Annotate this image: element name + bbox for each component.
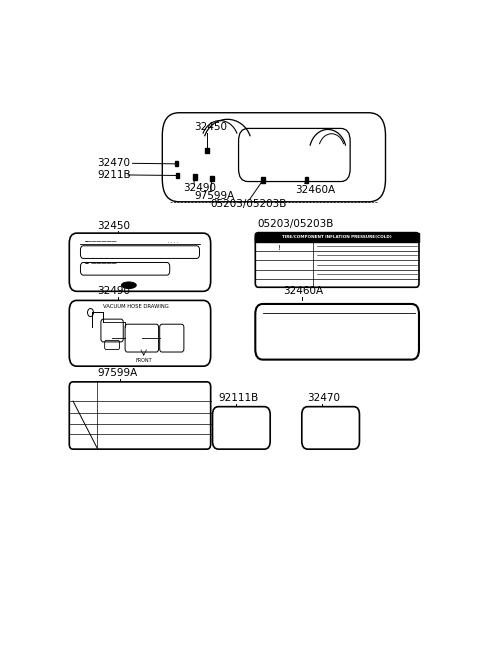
Text: 32460A: 32460A <box>295 185 335 195</box>
Bar <box>176 173 180 178</box>
Text: FRONT: FRONT <box>135 358 152 363</box>
Text: VACUUM HOSE DRAWING: VACUUM HOSE DRAWING <box>103 304 168 309</box>
Bar <box>210 176 214 181</box>
Text: TIRE/COMPONENT INFLATION PRESSURE(COLD): TIRE/COMPONENT INFLATION PRESSURE(COLD) <box>282 235 392 239</box>
Text: 05203/05203B: 05203/05203B <box>257 219 334 229</box>
Bar <box>255 233 419 242</box>
Text: 97599A: 97599A <box>194 191 234 200</box>
Text: 32470: 32470 <box>97 158 130 168</box>
Text: ─────────────: ───────────── <box>84 240 116 244</box>
Text: 32490: 32490 <box>183 183 216 193</box>
Bar <box>175 162 178 166</box>
Text: ──  ──────────: ── ────────── <box>84 262 116 266</box>
Bar <box>205 148 209 153</box>
Text: 32450: 32450 <box>97 221 130 231</box>
Text: 05203/05203B: 05203/05203B <box>211 198 287 209</box>
Text: 9211B: 9211B <box>97 170 131 180</box>
Text: 32460A: 32460A <box>283 286 324 296</box>
Bar <box>261 177 265 183</box>
Text: 32450: 32450 <box>194 122 227 133</box>
Text: 32490: 32490 <box>97 286 130 296</box>
Text: 32470: 32470 <box>307 393 340 403</box>
Text: . . . .: . . . . <box>168 238 179 244</box>
Text: 92111B: 92111B <box>218 393 258 403</box>
Ellipse shape <box>121 282 136 288</box>
Text: 97599A: 97599A <box>97 369 137 378</box>
Bar <box>193 175 196 179</box>
Text: !: ! <box>278 245 281 251</box>
Bar <box>305 177 309 183</box>
